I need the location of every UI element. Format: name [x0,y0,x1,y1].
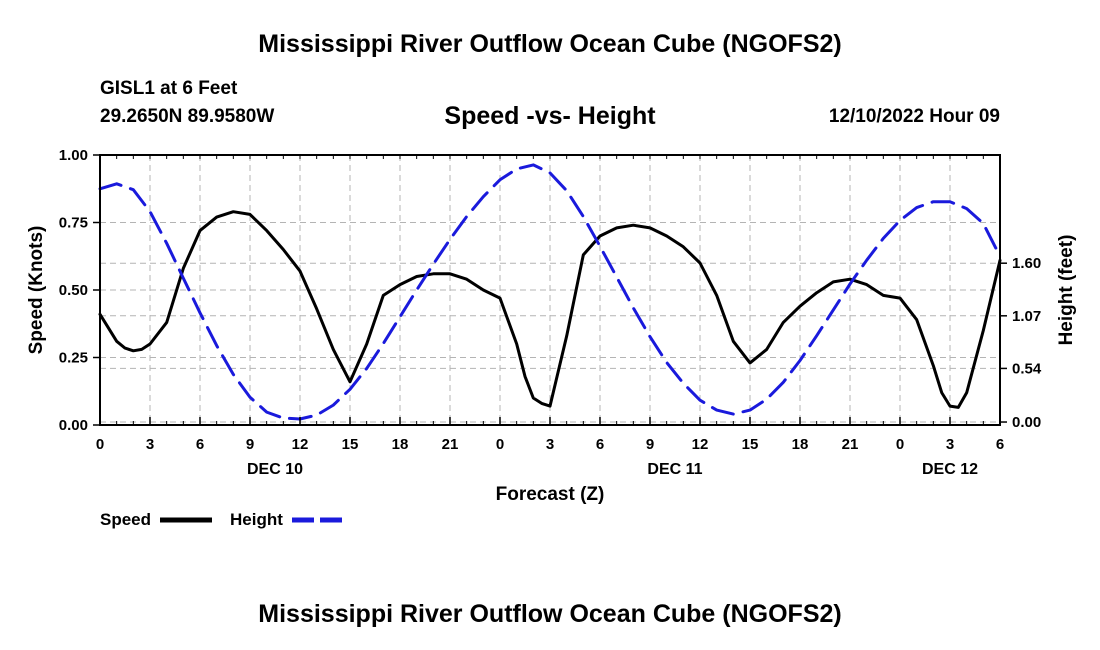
x-tick-label: 12 [292,436,309,453]
x-tick-label: 0 [896,436,904,453]
forecast-datetime: 12/10/2022 Hour 09 [828,106,1000,127]
station-name: GISL1 at 6 Feet [100,78,238,99]
axis-layer: 0 3 6 9 12 15 18 21 0 3 6 9 12 15 18 21 0 3 6 DEC 10 DEC 11 D… [59,147,1042,478]
x-tick-label: 15 [342,436,359,453]
y-tick-label: 0.25 [59,350,88,367]
legend-height-label: Height [230,510,283,529]
footer-title: Mississippi River Outflow Ocean Cube (NG… [258,600,842,628]
x-tick-label: 6 [596,436,604,453]
legend: Speed Height [100,510,342,529]
station-coords: 29.2650N 89.9580W [100,106,275,127]
series-layer [98,163,1002,421]
day-label: DEC 10 [247,461,303,478]
y2-axis-label: Height (feet) [1056,235,1077,346]
x-tick-label: 3 [146,436,154,453]
x-tick-label: 15 [742,436,759,453]
legend-speed-label: Speed [100,510,151,529]
x-tick-label: 18 [792,436,809,453]
x-tick-label: 21 [842,436,859,453]
x-tick-label: 21 [442,436,459,453]
y2-tick-label: 0.54 [1012,360,1042,377]
x-tick-label: 18 [392,436,409,453]
y-axis-label: Speed (Knots) [26,226,47,355]
day-label: DEC 12 [922,461,978,478]
series-line-speed [98,210,1002,409]
x-tick-label: 0 [96,436,104,453]
y2-tick-label: 0.00 [1012,414,1041,431]
y2-tick-label: 1.07 [1012,308,1041,325]
x-axis-label: Forecast (Z) [496,484,605,505]
speed-height-chart: 0 3 6 9 12 15 18 21 0 3 6 9 12 15 18 21 0 3 6 DEC 10 DEC 11 D… [26,147,1077,529]
x-tick-label: 0 [496,436,504,453]
x-tick-label: 6 [196,436,204,453]
y-tick-label: 0.00 [59,417,88,434]
grid-lines [100,155,1000,425]
y-tick-label: 0.75 [59,215,88,232]
x-tick-label: 6 [996,436,1004,453]
x-tick-label: 3 [546,436,554,453]
x-tick-label: 9 [646,436,654,453]
x-tick-label: 12 [692,436,709,453]
chart-title: Speed -vs- Height [444,102,656,130]
page-title: Mississippi River Outflow Ocean Cube (NG… [258,30,842,58]
y2-tick-label: 1.60 [1012,255,1041,272]
series-line-height [98,163,1002,421]
y-tick-label: 1.00 [59,147,88,164]
x-tick-label: 9 [246,436,254,453]
day-label: DEC 11 [647,461,702,478]
x-tick-label: 3 [946,436,954,453]
y-tick-label: 0.50 [59,282,88,299]
